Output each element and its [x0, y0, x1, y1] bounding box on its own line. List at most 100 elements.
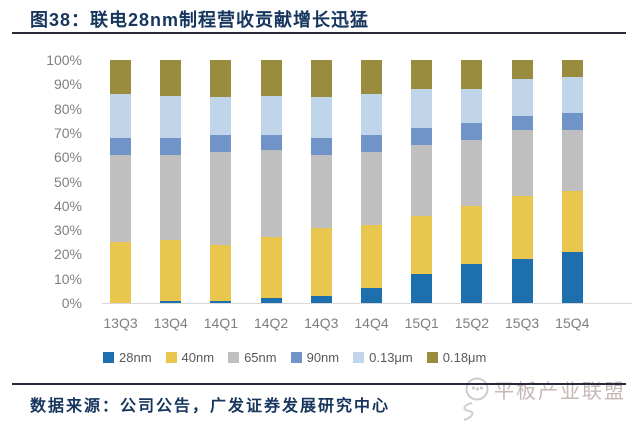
bar-15Q2: [461, 60, 483, 303]
bar-segment-0.13μm: [411, 89, 433, 129]
legend-label: 40nm: [181, 350, 215, 365]
y-tick-label: 90%: [53, 76, 82, 93]
bar-segment-0.13μm: [210, 96, 232, 136]
bar-segment-40nm: [110, 242, 131, 303]
bar-segment-40nm: [561, 191, 583, 252]
x-tick-label: 13Q4: [153, 315, 188, 331]
y-tick-label: 100%: [46, 52, 82, 68]
bar-segment-0.13μm: [511, 79, 533, 116]
bar-segment-28nm: [361, 288, 382, 303]
bar-segment-40nm: [511, 196, 533, 260]
watermark-squiggle-icon: [459, 401, 477, 428]
bar-segment-40nm: [411, 215, 433, 274]
bar-segment-90nm: [210, 135, 232, 153]
legend-swatch: [228, 352, 240, 363]
bar-segment-0.18μm: [260, 60, 282, 97]
legend-label: 0.13μm: [369, 350, 413, 365]
bar-segment-65nm: [561, 130, 583, 192]
bar-segment-0.13μm: [260, 96, 282, 136]
bar-segment-28nm: [461, 264, 483, 303]
bar-segment-0.18μm: [511, 60, 533, 80]
bar-segment-40nm: [160, 239, 182, 301]
legend-label: 65nm: [244, 350, 277, 365]
bar-segment-0.13μm: [160, 96, 182, 138]
legend-swatch: [103, 352, 114, 363]
bar-segment-90nm: [411, 128, 433, 146]
bar-segment-40nm: [310, 227, 332, 296]
bar-segment-0.13μm: [310, 96, 332, 138]
bar-14Q2: [260, 60, 282, 303]
bar-14Q3: [310, 60, 332, 303]
legend: 28nm 40nm 65nm 90nm 0.13μm 0.18μm: [103, 350, 486, 365]
legend-item-65nm: 65nm: [228, 350, 277, 365]
legend-item-40nm: 40nm: [165, 350, 215, 365]
bar-segment-65nm: [310, 154, 332, 228]
bar-15Q1: [411, 60, 433, 303]
bar-segment-0.18μm: [110, 60, 131, 95]
bar-segment-90nm: [361, 135, 382, 153]
bar-segment-0.13μm: [110, 94, 131, 138]
x-tick-label: 14Q2: [253, 315, 289, 331]
x-tick-label: 14Q3: [304, 315, 339, 331]
x-tick-label: 15Q3: [504, 315, 540, 331]
x-axis-line: [102, 303, 632, 304]
watermark-logo-icon: [464, 376, 490, 407]
legend-swatch: [165, 352, 177, 363]
bar-segment-90nm: [260, 135, 282, 150]
bar-segment-40nm: [210, 244, 232, 301]
x-tick-label: 14Q1: [203, 315, 239, 331]
legend-swatch: [353, 352, 365, 363]
legend-label: 28nm: [119, 350, 152, 365]
bar-segment-65nm: [110, 154, 131, 243]
y-tick-label: 60%: [53, 149, 82, 166]
x-tick-label: 14Q4: [354, 315, 389, 331]
watermark-text: 平板产业联盟: [494, 381, 626, 403]
bar-segment-40nm: [361, 225, 382, 289]
bar-segment-0.18μm: [160, 60, 182, 97]
bar-15Q4: [561, 60, 583, 303]
legend-item-28nm: 28nm: [103, 350, 152, 365]
legend-label: 90nm: [306, 350, 340, 365]
x-tick-label: 15Q4: [555, 315, 590, 331]
x-tick-label: 15Q2: [454, 315, 490, 331]
y-tick-label: 50%: [53, 173, 82, 190]
bar-segment-90nm: [511, 115, 533, 131]
bar-segment-0.18μm: [411, 60, 433, 90]
bar-segment-40nm: [461, 205, 483, 265]
bar-segment-0.18μm: [461, 60, 483, 90]
bar-segment-28nm: [210, 300, 232, 303]
y-tick-label: 0%: [61, 295, 82, 311]
legend-label: 0.18μm: [442, 350, 487, 365]
title-divider: [12, 32, 626, 34]
bar-14Q1: [210, 60, 232, 303]
bar-segment-90nm: [160, 137, 182, 155]
bar-segment-28nm: [160, 300, 182, 303]
bar-segment-28nm: [411, 273, 433, 303]
bar-segment-90nm: [110, 137, 131, 155]
footer-divider: [12, 383, 626, 385]
bar-segment-90nm: [310, 137, 332, 155]
bar-13Q4: [160, 60, 182, 303]
bar-segment-65nm: [411, 145, 433, 216]
legend-swatch: [290, 352, 302, 363]
bar-segment-0.18μm: [561, 60, 583, 78]
y-tick-label: 20%: [53, 246, 82, 263]
bar-segment-28nm: [511, 259, 533, 303]
y-tick-label: 10%: [53, 270, 82, 287]
bar-segment-28nm: [310, 295, 332, 303]
bar-segment-65nm: [160, 154, 182, 240]
legend-item-0.18μm: 0.18μm: [426, 350, 487, 365]
bar-segment-65nm: [260, 149, 282, 238]
bar-segment-40nm: [260, 237, 282, 299]
bar-segment-0.18μm: [310, 60, 332, 97]
bar-segment-65nm: [461, 140, 483, 206]
bar-segment-90nm: [461, 123, 483, 141]
bar-13Q3: [110, 60, 131, 303]
bar-segment-0.18μm: [210, 60, 232, 97]
x-tick-label: 13Q3: [103, 315, 138, 331]
y-tick-label: 30%: [53, 222, 82, 239]
x-tick-label: 15Q1: [404, 315, 439, 331]
legend-swatch: [426, 352, 438, 363]
legend-item-0.13μm: 0.13μm: [353, 350, 413, 365]
